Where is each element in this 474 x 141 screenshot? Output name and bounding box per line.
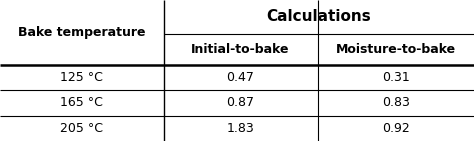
Text: Initial-to-bake: Initial-to-bake xyxy=(191,43,290,56)
Text: 0.47: 0.47 xyxy=(227,71,255,84)
Text: Moisture-to-bake: Moisture-to-bake xyxy=(336,43,456,56)
Text: 125 °C: 125 °C xyxy=(60,71,103,84)
Text: Bake temperature: Bake temperature xyxy=(18,26,146,39)
Text: 165 °C: 165 °C xyxy=(60,96,103,109)
Text: 1.83: 1.83 xyxy=(227,122,255,135)
Text: 0.83: 0.83 xyxy=(382,96,410,109)
Text: 205 °C: 205 °C xyxy=(60,122,103,135)
Text: 0.92: 0.92 xyxy=(382,122,410,135)
Text: Calculations: Calculations xyxy=(266,9,371,24)
Text: 0.31: 0.31 xyxy=(382,71,410,84)
Text: 0.87: 0.87 xyxy=(227,96,255,109)
